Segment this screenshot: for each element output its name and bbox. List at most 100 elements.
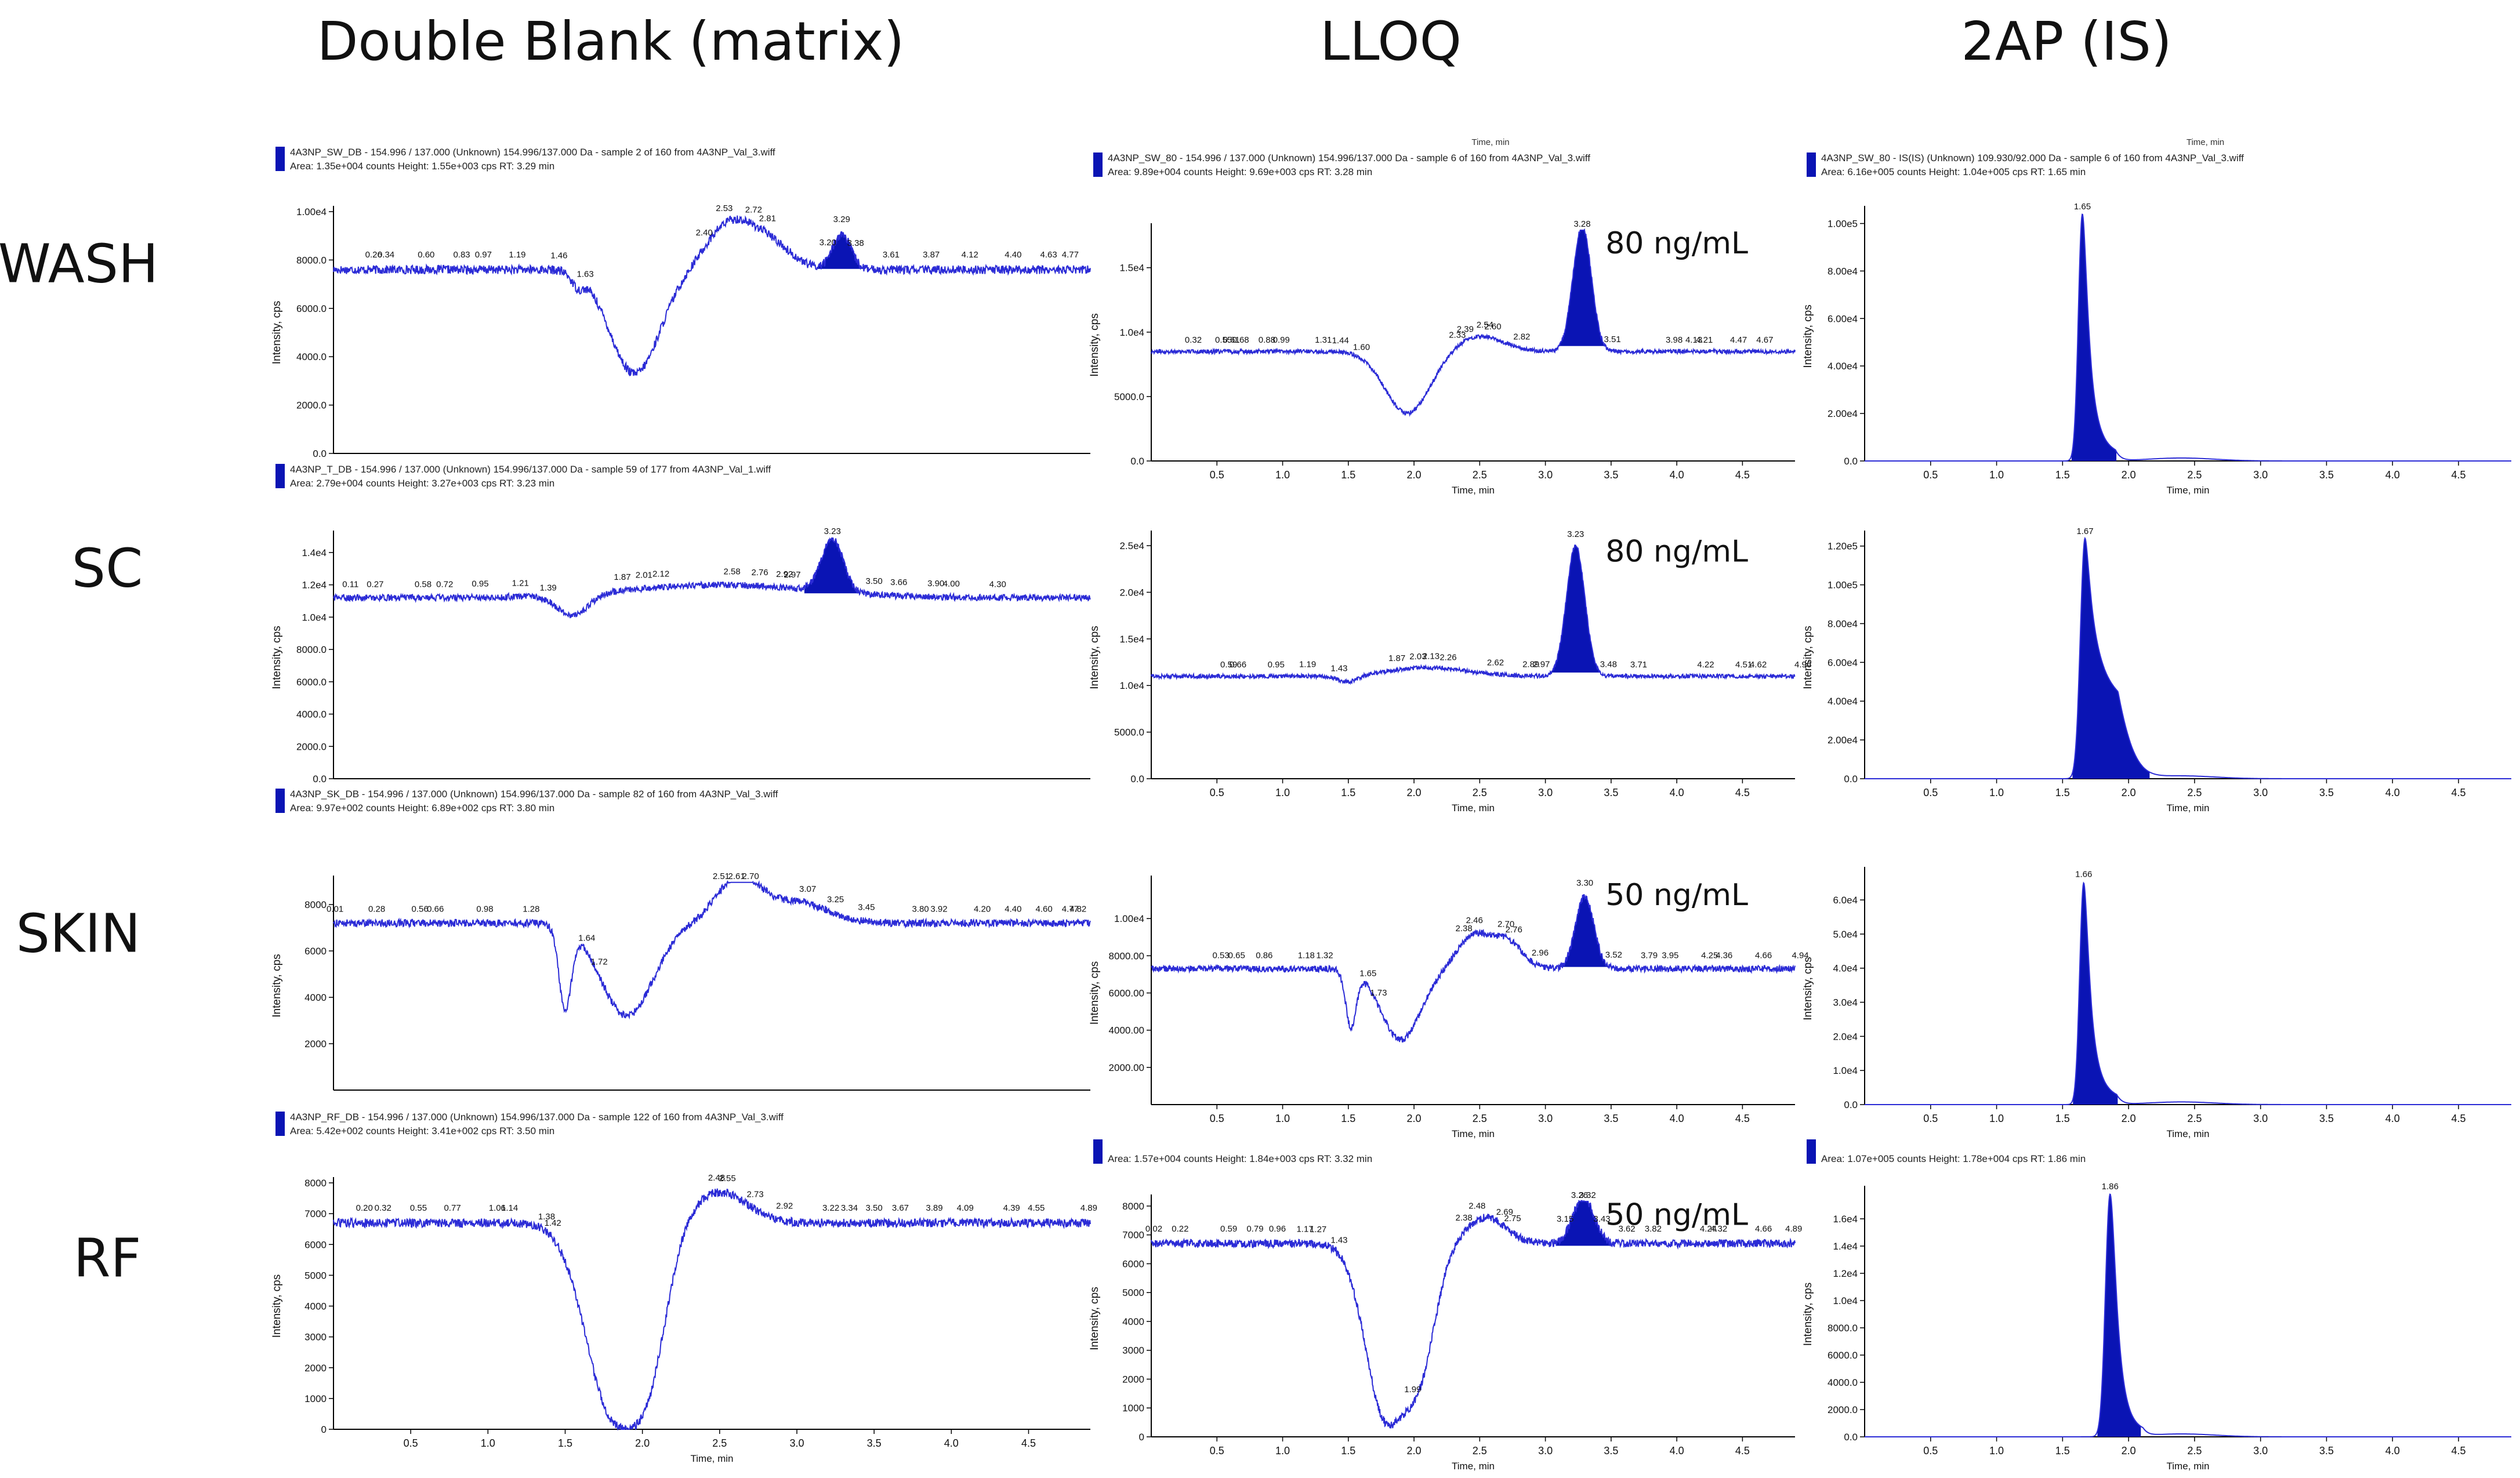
rt-label: 3.90 bbox=[927, 579, 944, 589]
x-tick-label: 2.0 bbox=[635, 1437, 650, 1449]
y-tick-label: 2.00e4 bbox=[1828, 408, 1858, 419]
x-tick-label: 2.0 bbox=[1407, 787, 1422, 798]
chromatogram-trace bbox=[1865, 536, 2511, 779]
rt-label: 4.66 bbox=[1755, 1224, 1772, 1234]
rt-label: 2.53 bbox=[716, 204, 733, 213]
rt-label: 3.66 bbox=[890, 578, 907, 587]
panel-top-text: Time, min bbox=[2187, 137, 2224, 147]
x-tick-label: 2.5 bbox=[712, 1437, 727, 1449]
x-tick-label: 3.0 bbox=[2253, 1113, 2268, 1124]
y-tick-label: 6000 bbox=[304, 1239, 327, 1250]
rt-label: 2.97 bbox=[784, 570, 800, 580]
rt-label: 0.86 bbox=[1256, 951, 1272, 961]
x-tick-label: 0.5 bbox=[1923, 1445, 1938, 1457]
rt-label: 1.64 bbox=[578, 933, 595, 943]
rt-label: 4.12 bbox=[962, 250, 978, 260]
rt-label: 3.38 bbox=[847, 238, 864, 248]
rt-label: 1.73 bbox=[1370, 988, 1387, 998]
rt-label: 4.77 bbox=[1062, 250, 1079, 260]
trace-marker bbox=[1093, 152, 1103, 177]
rt-label: 3.61 bbox=[883, 250, 900, 260]
rt-label: 2.89 bbox=[1522, 659, 1539, 669]
concentration-annotation: 80 ng/mL bbox=[1605, 226, 1748, 261]
y-tick-label: 1.4e4 bbox=[1833, 1241, 1858, 1252]
rt-label: 1.63 bbox=[577, 270, 594, 279]
row-label-rf: RF bbox=[73, 1227, 142, 1290]
panel-skin-2ap-is: 0.0 1.0e4 2.0e4 3.0e4 4.0e4 5.0e4 6.0e4 0.5 1.0 1… bbox=[1802, 867, 2511, 1139]
x-tick-label: 1.5 bbox=[2055, 1113, 2070, 1124]
x-tick-label: 2.0 bbox=[2122, 1445, 2136, 1457]
y-axis-label: Intensity, cps bbox=[1089, 961, 1101, 1025]
rt-label: 1.87 bbox=[1388, 653, 1405, 663]
y-tick-label: 2000 bbox=[304, 1038, 327, 1050]
panel-rf-2ap-is: Area: 1.07e+005 counts Height: 1.78e+004… bbox=[1802, 1139, 2511, 1472]
rt-label: 1.21 bbox=[512, 578, 529, 588]
rt-label: 2.62 bbox=[1487, 658, 1504, 668]
rt-label: 0.56 bbox=[412, 904, 429, 914]
rt-label: 0.22 bbox=[1172, 1224, 1188, 1234]
x-tick-label: 3.0 bbox=[789, 1437, 804, 1449]
x-tick-label: 2.5 bbox=[1473, 469, 1487, 481]
y-tick-label: 2000 bbox=[1122, 1374, 1144, 1385]
rt-label: 0.59 bbox=[1220, 1224, 1237, 1234]
chromatogram-trace bbox=[1151, 894, 1796, 1043]
rt-label: 4.25 bbox=[1701, 951, 1718, 961]
rt-label: 4.66 bbox=[1755, 951, 1772, 961]
rt-label: 1.44 bbox=[1332, 336, 1349, 346]
y-tick-label: 1.2e4 bbox=[1833, 1268, 1858, 1279]
y-tick-label: 2.0e4 bbox=[1833, 1031, 1858, 1042]
rt-label: 3.32 bbox=[1579, 1190, 1596, 1200]
x-tick-label: 1.5 bbox=[2055, 469, 2070, 481]
rt-label: 2.76 bbox=[751, 568, 768, 578]
rt-label: 2.54 bbox=[1477, 320, 1493, 330]
x-axis-label: Time, min bbox=[2167, 1128, 2210, 1139]
y-axis-label: Intensity, cps bbox=[1089, 313, 1101, 376]
x-tick-label: 4.0 bbox=[1670, 469, 1684, 481]
panel-rf-double-blank-matrix: 4A3NP_RF_DB - 154.996 / 137.000 (Unknown… bbox=[271, 1112, 1097, 1464]
y-tick-label: 1.6e4 bbox=[1833, 1214, 1858, 1225]
rt-label: 2.76 bbox=[1506, 925, 1522, 935]
rt-label: 1.65 bbox=[1359, 969, 1376, 979]
y-tick-label: 0 bbox=[321, 1424, 327, 1435]
rt-label: 0.77 bbox=[444, 1203, 461, 1213]
rt-label: 1.66 bbox=[2075, 870, 2092, 880]
rt-label: 0.99 bbox=[1273, 335, 1290, 345]
rt-label: 2.96 bbox=[1532, 948, 1549, 958]
x-tick-label: 0.5 bbox=[1923, 1113, 1938, 1124]
y-tick-label: 0.0 bbox=[1844, 456, 1858, 467]
y-tick-label: 8000.00 bbox=[1109, 950, 1144, 961]
y-tick-label: 8000 bbox=[304, 899, 327, 910]
y-tick-label: 1.5e4 bbox=[1119, 263, 1144, 274]
rt-label: 3.45 bbox=[858, 903, 875, 913]
y-tick-label: 2000.0 bbox=[296, 400, 327, 411]
x-tick-label: 4.0 bbox=[2385, 469, 2400, 481]
x-tick-label: 2.0 bbox=[2122, 787, 2136, 798]
y-axis-label: Intensity, cps bbox=[1089, 1287, 1101, 1350]
x-tick-label: 3.0 bbox=[1538, 1113, 1553, 1124]
rt-label: 2.40 bbox=[696, 228, 713, 238]
rt-label: 3.80 bbox=[912, 904, 929, 914]
x-tick-label: 1.0 bbox=[1989, 787, 2004, 798]
x-tick-label: 2.5 bbox=[2187, 787, 2202, 798]
x-tick-label: 4.5 bbox=[1735, 1113, 1750, 1124]
rt-label: 0.72 bbox=[436, 579, 453, 589]
rt-label: 4.40 bbox=[1005, 250, 1021, 260]
chromatogram-trace bbox=[1865, 213, 2511, 462]
integrated-peak-area bbox=[1556, 1200, 1611, 1246]
y-tick-label: 6.00e4 bbox=[1828, 657, 1858, 668]
x-tick-label: 2.0 bbox=[1407, 1445, 1422, 1457]
y-tick-label: 8.00e4 bbox=[1828, 618, 1858, 629]
x-tick-label: 4.5 bbox=[1735, 469, 1750, 481]
rt-label: 4.67 bbox=[1756, 335, 1773, 345]
x-tick-label: 2.5 bbox=[2187, 1113, 2202, 1124]
x-tick-label: 3.5 bbox=[2319, 1445, 2334, 1457]
panel-subheader: Area: 1.57e+004 counts Height: 1.84e+003… bbox=[1108, 1153, 1372, 1164]
panel-header: 4A3NP_SW_DB - 154.996 / 137.000 (Unknown… bbox=[290, 147, 775, 158]
rt-label: 1.87 bbox=[614, 572, 630, 582]
rt-label: 4.00 bbox=[943, 579, 960, 589]
rt-label: 1.46 bbox=[550, 251, 567, 261]
y-tick-label: 0.0 bbox=[1844, 1099, 1858, 1110]
chromatogram-trace bbox=[1865, 1193, 2511, 1437]
y-axis-label: Intensity, cps bbox=[1802, 304, 1814, 368]
rt-label: 3.48 bbox=[1600, 659, 1617, 669]
